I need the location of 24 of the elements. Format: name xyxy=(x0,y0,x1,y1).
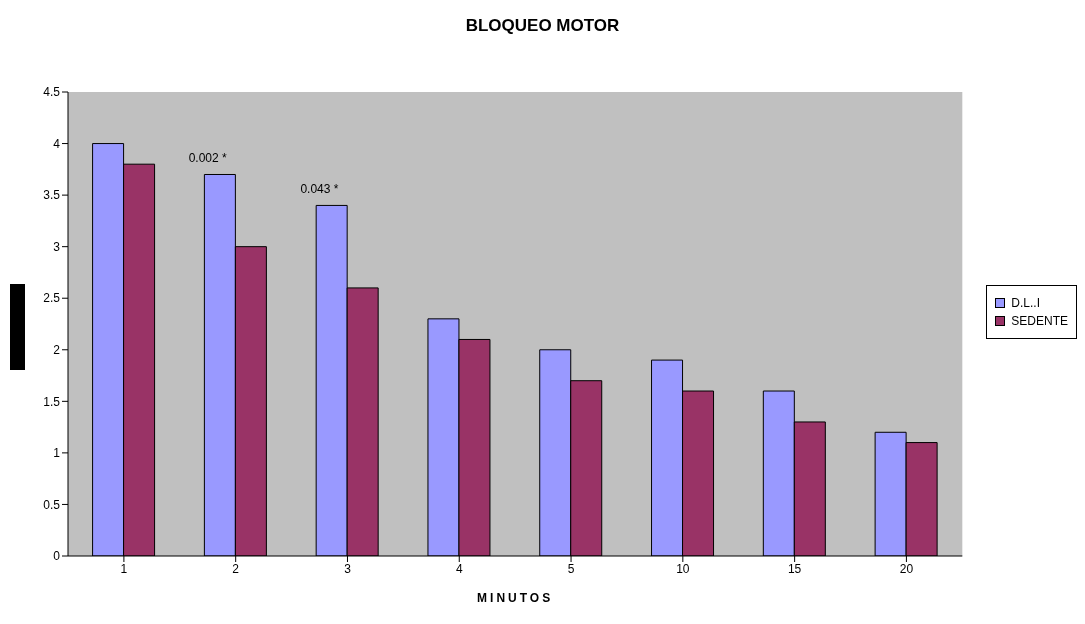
y-tick-label: 1.5 xyxy=(43,394,61,409)
x-tick-label: 1 xyxy=(120,561,128,576)
y-tick-label: 1 xyxy=(53,446,61,461)
x-tick-label: 4 xyxy=(455,561,463,576)
y-tick-label: 3.5 xyxy=(43,188,61,203)
y-tick-label: 3 xyxy=(53,239,61,254)
x-tick-label: 20 xyxy=(899,561,914,576)
x-axis-title: MINUTOS xyxy=(477,591,554,605)
y-tick-label: 0 xyxy=(53,549,61,564)
y-tick-label: 4.5 xyxy=(43,85,61,100)
x-tick-label: 10 xyxy=(676,561,690,576)
y-tick-label: 4 xyxy=(53,136,61,151)
y-tick-label: 2 xyxy=(53,343,61,358)
x-tick-label: 3 xyxy=(344,561,352,576)
chart-title: BLOQUEO MOTOR xyxy=(464,16,621,36)
y-tick-label: 0.5 xyxy=(43,497,61,512)
legend-label: SEDENTE xyxy=(1011,314,1068,328)
x-tick-label: 2 xyxy=(232,561,240,576)
x-tick-label: 15 xyxy=(787,561,802,576)
legend-label: D.L..I xyxy=(1011,296,1040,310)
annotation: 0.043 * xyxy=(300,182,339,197)
x-tick-label: 5 xyxy=(567,561,575,576)
y-tick-label: 2.5 xyxy=(43,291,61,306)
annotation: 0.002 * xyxy=(188,151,228,166)
